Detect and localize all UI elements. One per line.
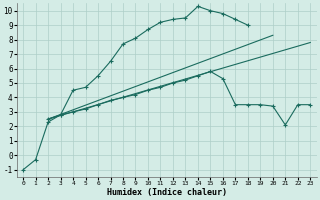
X-axis label: Humidex (Indice chaleur): Humidex (Indice chaleur): [107, 188, 227, 197]
